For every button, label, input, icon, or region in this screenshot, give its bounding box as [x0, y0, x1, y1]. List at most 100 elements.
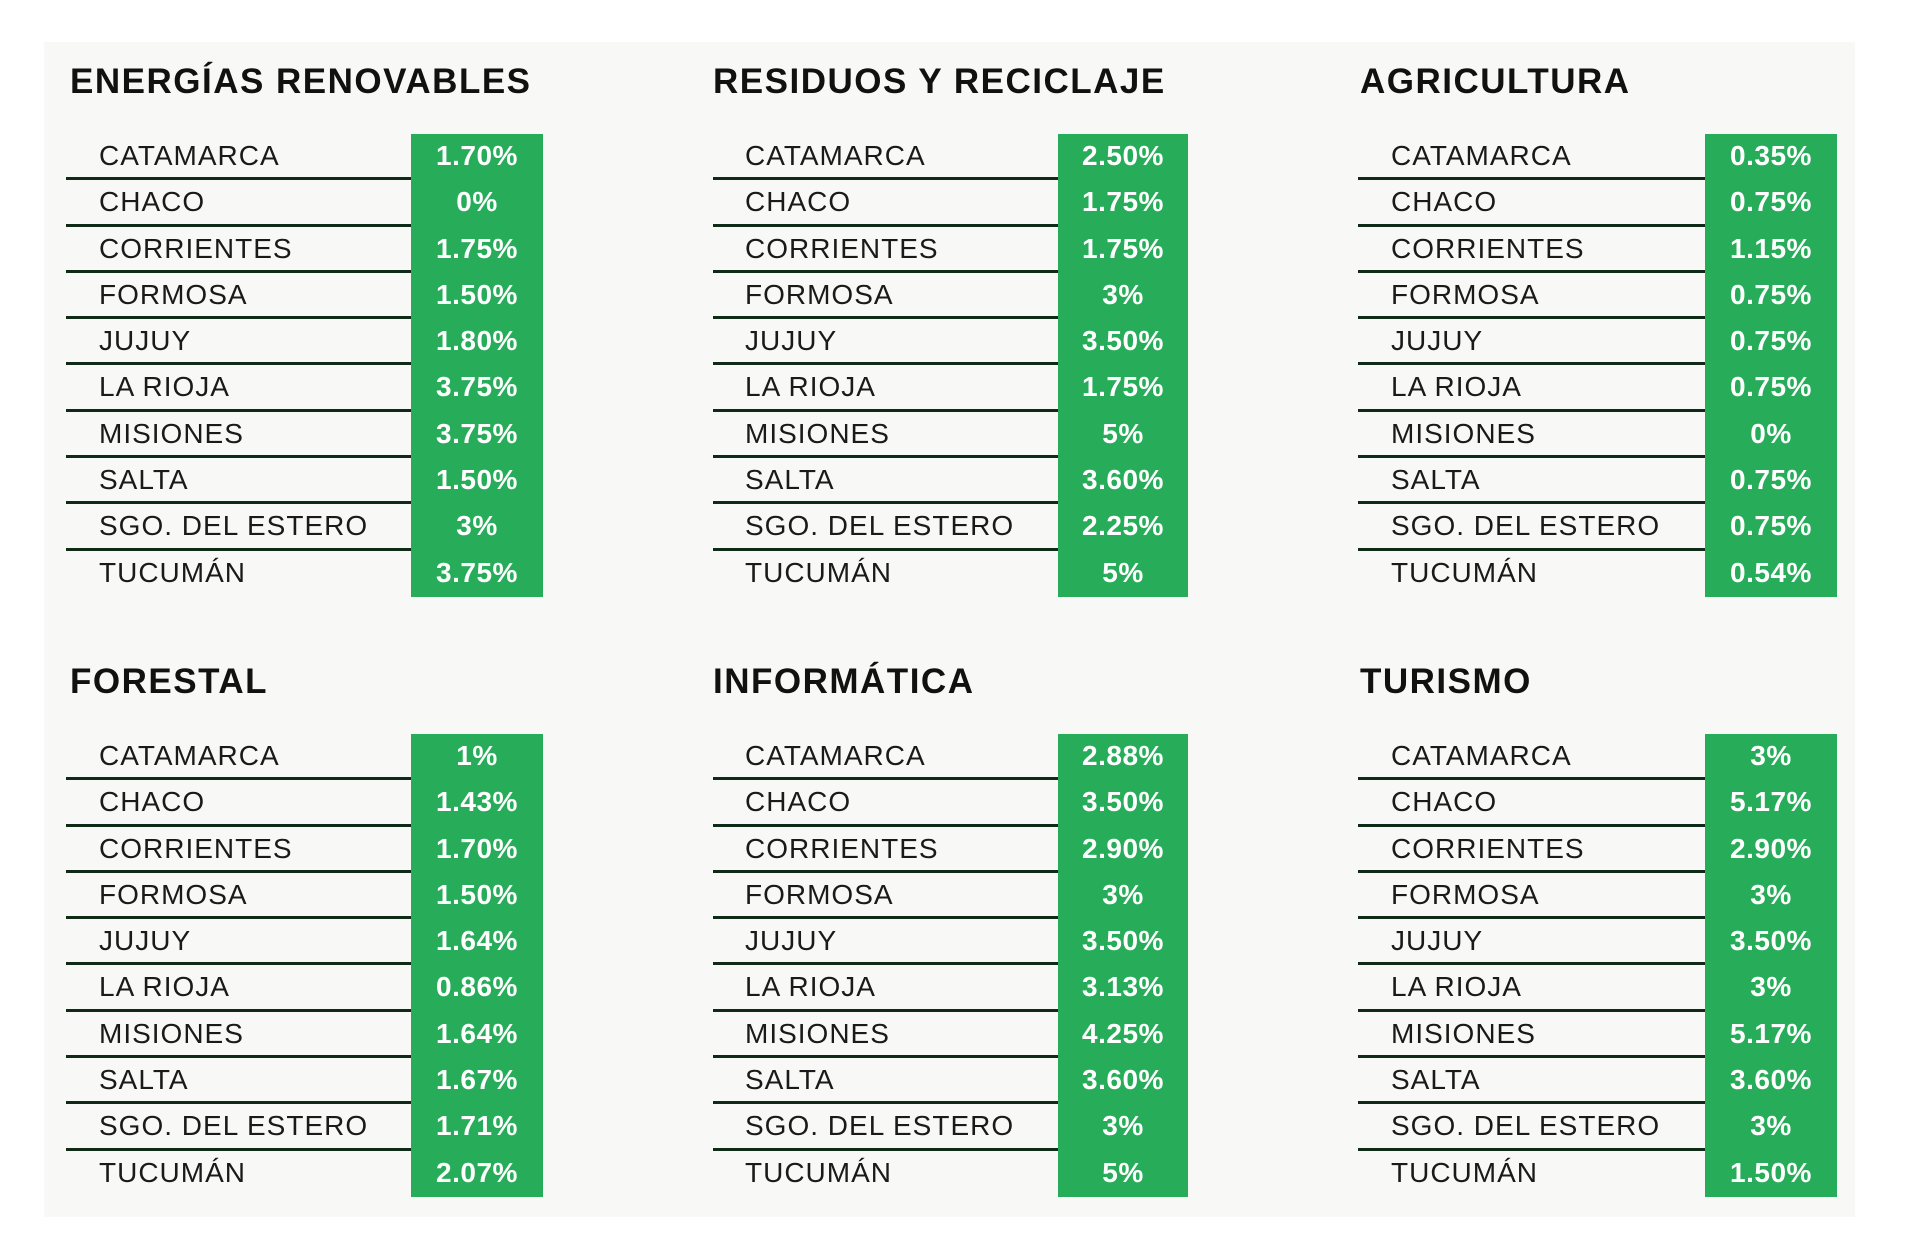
table-row: SGO. DEL ESTERO 3% [66, 504, 543, 551]
province-label: SALTA [745, 1064, 835, 1096]
rate-value-badge: 1.50% [411, 272, 543, 320]
table-row: TUCUMÁN 0.54% [1358, 550, 1837, 597]
rate-value-badge: 1.80% [411, 319, 543, 366]
table-row: CORRIENTES 1.75% [713, 226, 1188, 273]
rate-value-badge: 2.90% [1705, 826, 1837, 873]
table-row: SGO. DEL ESTERO 3% [713, 1104, 1188, 1151]
rate-value-badge: 1.43% [411, 780, 543, 827]
rate-value-badge: 1.67% [411, 1058, 543, 1105]
province-label: LA RIOJA [1391, 971, 1522, 1003]
province-label: CATAMARCA [1391, 140, 1572, 171]
rate-value-badge: 3.50% [1705, 919, 1837, 966]
province-label: LA RIOJA [1391, 371, 1522, 403]
province-label: FORMOSA [745, 878, 894, 910]
table-row: TUCUMÁN 2.07% [66, 1150, 543, 1197]
rate-value-badge: 1.75% [411, 226, 543, 273]
rate-value-badge: 1.50% [1705, 1150, 1837, 1197]
province-rate-table: CATAMARCA 1.70% CHACO 0% CORRIENTES 1.75% FORM… [66, 134, 543, 597]
rate-value-badge: 1.75% [1058, 226, 1188, 273]
rate-value-badge: 3.60% [1058, 1058, 1188, 1105]
rate-value-badge: 4.25% [1058, 1011, 1188, 1059]
rate-value-badge: 1.64% [411, 1011, 543, 1059]
table-row: MISIONES 3.75% [66, 411, 543, 459]
rate-value-badge: 1.70% [411, 134, 543, 181]
province-label: TUCUMÁN [1391, 556, 1538, 588]
province-label: FORMOSA [745, 278, 894, 310]
table-row: JUJUY 3.50% [713, 319, 1188, 366]
province-label: FORMOSA [1391, 278, 1540, 310]
rate-value-badge: 5% [1058, 550, 1188, 597]
province-label: CORRIENTES [745, 832, 939, 864]
rate-value-badge: 0% [1705, 411, 1837, 459]
province-label: CHACO [1391, 786, 1498, 818]
table-row: FORMOSA 3% [713, 872, 1188, 920]
rate-value-badge: 1.75% [1058, 365, 1188, 412]
sector-title: AGRICULTURA [1360, 62, 1631, 101]
province-label: LA RIOJA [745, 371, 876, 403]
table-row: SALTA 3.60% [713, 458, 1188, 505]
province-label: LA RIOJA [99, 371, 230, 403]
table-row: MISIONES 1.64% [66, 1011, 543, 1059]
table-row: SALTA 0.75% [1358, 458, 1837, 505]
table-row: SGO. DEL ESTERO 0.75% [1358, 504, 1837, 551]
table-row: SALTA 1.50% [66, 458, 543, 505]
rate-value-badge: 2.07% [411, 1150, 543, 1197]
table-row: MISIONES 5% [713, 411, 1188, 459]
table-row: TUCUMÁN 1.50% [1358, 1150, 1837, 1197]
province-label: TUCUMÁN [745, 556, 892, 588]
rate-value-badge: 3.75% [411, 550, 543, 597]
table-row: CATAMARCA 1.70% [66, 134, 543, 181]
province-label: MISIONES [99, 1017, 244, 1049]
table-row: CATAMARCA 3% [1358, 734, 1837, 781]
rate-value-badge: 5.17% [1705, 780, 1837, 827]
table-row: LA RIOJA 3.13% [713, 965, 1188, 1012]
sector-tables-panel [44, 42, 1855, 1217]
rate-value-badge: 0.75% [1705, 272, 1837, 320]
table-row: MISIONES 5.17% [1358, 1011, 1837, 1059]
province-label: CHACO [1391, 186, 1498, 218]
table-row: SGO. DEL ESTERO 1.71% [66, 1104, 543, 1151]
rate-value-badge: 3% [1705, 872, 1837, 920]
table-row: FORMOSA 1.50% [66, 872, 543, 920]
rate-value-badge: 2.25% [1058, 504, 1188, 551]
province-label: MISIONES [99, 417, 244, 449]
rate-value-badge: 0.75% [1705, 365, 1837, 412]
table-row: JUJUY 1.80% [66, 319, 543, 366]
province-label: CORRIENTES [99, 832, 293, 864]
rate-value-badge: 1.71% [411, 1104, 543, 1151]
rate-value-badge: 1.50% [411, 458, 543, 505]
table-row: CHACO 3.50% [713, 780, 1188, 827]
rate-value-badge: 3% [411, 504, 543, 551]
province-label: CATAMARCA [99, 740, 280, 771]
rate-value-badge: 0.75% [1705, 180, 1837, 227]
province-label: SALTA [99, 464, 189, 496]
table-row: SGO. DEL ESTERO 2.25% [713, 504, 1188, 551]
province-label: JUJUY [745, 925, 838, 957]
province-label: CATAMARCA [1391, 740, 1572, 771]
table-row: MISIONES 4.25% [713, 1011, 1188, 1059]
table-row: FORMOSA 1.50% [66, 272, 543, 320]
province-label: CATAMARCA [99, 140, 280, 171]
rate-value-badge: 5.17% [1705, 1011, 1837, 1059]
table-row: LA RIOJA 0.86% [66, 965, 543, 1012]
table-row: LA RIOJA 0.75% [1358, 365, 1837, 412]
rate-value-badge: 1.64% [411, 919, 543, 966]
province-label: JUJUY [99, 925, 192, 957]
table-row: SALTA 3.60% [1358, 1058, 1837, 1105]
province-label: CHACO [745, 786, 852, 818]
province-label: TUCUMÁN [745, 1156, 892, 1188]
province-label: CHACO [745, 186, 852, 218]
table-row: CORRIENTES 1.15% [1358, 226, 1837, 273]
table-row: CHACO 1.75% [713, 180, 1188, 227]
province-label: JUJUY [1391, 325, 1484, 357]
rate-value-badge: 2.88% [1058, 734, 1188, 781]
province-label: MISIONES [745, 417, 890, 449]
province-label: SGO. DEL ESTERO [1391, 1110, 1661, 1142]
rate-value-badge: 3% [1705, 734, 1837, 781]
province-label: SGO. DEL ESTERO [1391, 510, 1661, 542]
table-row: LA RIOJA 3.75% [66, 365, 543, 412]
table-row: LA RIOJA 3% [1358, 965, 1837, 1012]
province-label: JUJUY [1391, 925, 1484, 957]
table-row: SGO. DEL ESTERO 3% [1358, 1104, 1837, 1151]
table-row: FORMOSA 3% [1358, 872, 1837, 920]
